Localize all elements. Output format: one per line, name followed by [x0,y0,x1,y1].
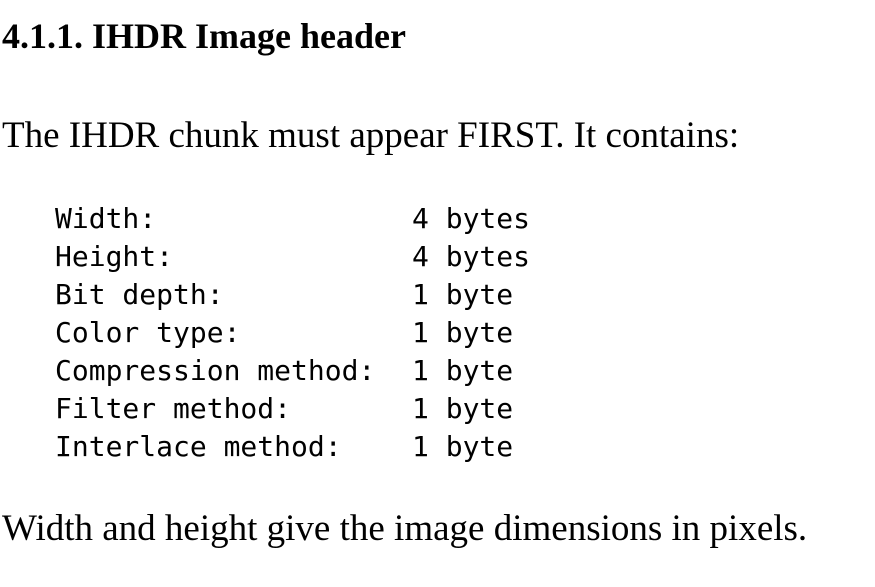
field-name: Color type: [55,316,241,349]
field-row-compression-method: Compression method: 1 byte [55,352,530,390]
field-size: 1 byte [412,316,514,349]
field-size: 1 byte [412,430,514,463]
section-heading: 4.1.1. IHDR Image header [2,16,406,56]
field-name: Width: [55,202,157,235]
field-row-interlace-method: Interlace method: 1 byte [55,428,530,466]
field-size: 4 bytes [412,240,531,273]
field-row-height: Height: 4 bytes [55,238,530,276]
intro-paragraph: The IHDR chunk must appear FIRST. It con… [2,115,740,156]
field-name: Height: [55,240,174,273]
field-size: 1 byte [412,354,514,387]
ihdr-field-list: Width: 4 bytes Height: 4 bytes Bit depth… [55,200,530,466]
field-name: Filter method: [55,392,292,425]
field-name: Compression method: [55,354,376,387]
field-size: 1 byte [412,392,514,425]
field-row-bit-depth: Bit depth: 1 byte [55,276,530,314]
field-row-color-type: Color type: 1 byte [55,314,530,352]
field-name: Interlace method: [55,430,342,463]
field-row-filter-method: Filter method: 1 byte [55,390,530,428]
outro-paragraph: Width and height give the image dimensio… [2,508,808,549]
field-row-width: Width: 4 bytes [55,200,530,238]
field-name: Bit depth: [55,278,224,311]
field-size: 1 byte [412,278,514,311]
field-size: 4 bytes [412,202,531,235]
